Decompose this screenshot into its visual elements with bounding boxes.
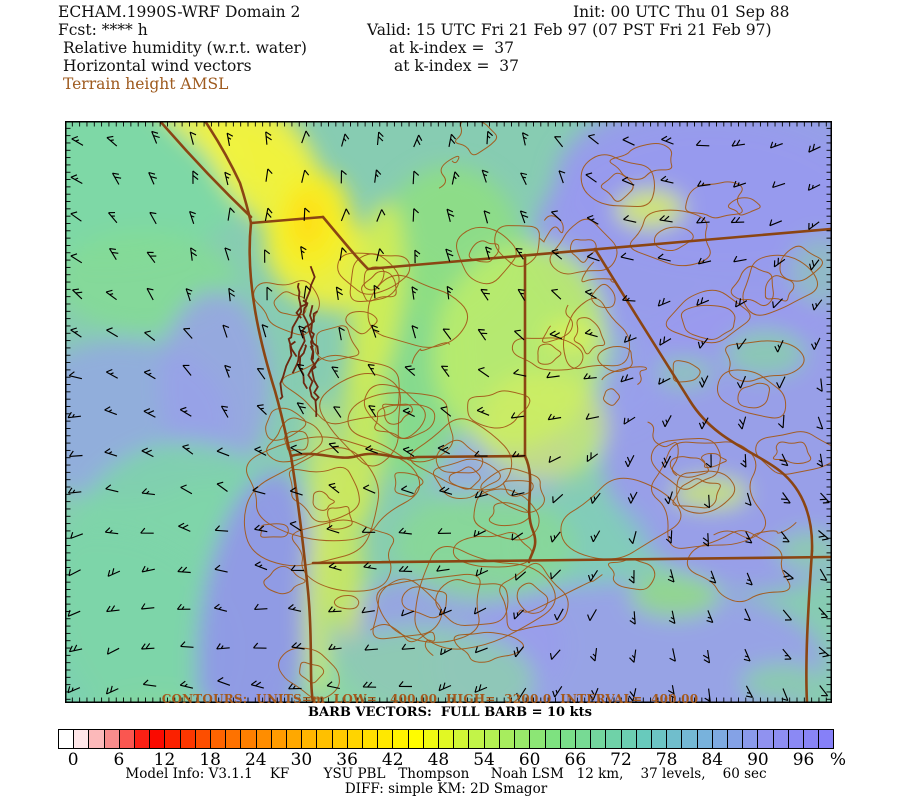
field-rh-level: at k-index = 37 — [389, 39, 515, 57]
colorbar-cell — [423, 730, 440, 748]
colorbar-cell — [59, 730, 75, 748]
field-wind-level: at k-index = 37 — [394, 57, 520, 75]
colorbar-cell — [651, 730, 668, 748]
colorbar-cell — [165, 730, 181, 748]
colorbar — [58, 729, 834, 749]
colorbar-tick-label: 54 — [473, 750, 495, 770]
colorbar-tick-label: 30 — [290, 750, 313, 770]
colorbar-cell — [530, 730, 546, 748]
colorbar-cell — [150, 730, 166, 748]
colorbar-cell — [819, 730, 834, 748]
colorbar-cell — [104, 730, 120, 748]
colorbar-cell — [271, 730, 288, 748]
colorbar-cell — [241, 730, 257, 748]
colorbar-tick-label: 0 — [67, 750, 79, 770]
colorbar-cell — [469, 730, 485, 748]
field-rh-label: Relative humidity (w.r.t. water) — [63, 39, 307, 57]
colorbar-cell — [363, 730, 379, 748]
colorbar-tick-label: 96 — [792, 750, 815, 770]
colorbar-tick-label: 18 — [199, 750, 221, 770]
colorbar-cell — [743, 730, 759, 748]
colorbar-cell — [667, 730, 683, 748]
colorbar-cell — [408, 730, 424, 748]
init-time-label: Init: 00 UTC Thu 01 Sep 88 — [573, 3, 790, 21]
valid-time-label: Valid: 15 UTC Fri 21 Feb 97 (07 PST Fri … — [367, 21, 772, 39]
colorbar-cell — [499, 730, 516, 748]
colorbar-cell — [89, 730, 105, 748]
colorbar-cell — [226, 730, 242, 748]
colorbar-tick-label: 84 — [701, 750, 724, 770]
colorbar-cell — [803, 730, 820, 748]
colorbar-tick-label: 42 — [381, 750, 404, 770]
colorbar-cell — [439, 730, 455, 748]
colorbar-cell — [317, 730, 333, 748]
colorbar-unit-label: % — [829, 750, 847, 770]
colorbar-cell — [302, 730, 318, 748]
colorbar-tick-label: 48 — [427, 750, 450, 770]
colorbar-cell — [256, 730, 272, 748]
colorbar-cell — [74, 730, 90, 748]
colorbar-cell — [773, 730, 789, 748]
model-info-line: Model Info: V3.1.1 KF YSU PBL Thompson N… — [125, 766, 767, 782]
colorbar-cell — [758, 730, 774, 748]
colorbar-tick-label: 78 — [655, 750, 678, 770]
colorbar-tick-label: 60 — [518, 750, 541, 770]
colorbar-cell — [575, 730, 592, 748]
colorbar-cell — [454, 730, 470, 748]
colorbar-tick-label: 24 — [244, 750, 267, 770]
colorbar-cell — [287, 730, 303, 748]
colorbar-tick-label: 6 — [113, 750, 125, 770]
colorbar-cell — [697, 730, 713, 748]
colorbar-cell — [636, 730, 652, 748]
colorbar-cell — [727, 730, 744, 748]
colorbar-cell — [545, 730, 561, 748]
colorbar-cell — [347, 730, 364, 748]
diffusion-line: DIFF: simple KM: 2D Smagor — [344, 781, 548, 797]
colorbar-cell — [484, 730, 500, 748]
barb-legend-label: BARB VECTORS: FULL BARB = 10 kts — [308, 705, 592, 720]
colorbar-cell — [119, 730, 136, 748]
colorbar-tick-label: 72 — [610, 750, 632, 770]
field-wind-label: Horizontal wind vectors — [63, 57, 252, 75]
contour-info-label: CONTOURS: UNITS=m LOW= 400.00 HIGH= 3200… — [161, 691, 699, 706]
colorbar-tick-label: 36 — [336, 750, 358, 770]
plot-title: ECHAM.1990S-WRF Domain 2 — [58, 3, 301, 21]
colorbar-cell — [606, 730, 622, 748]
colorbar-cell — [135, 730, 151, 748]
colorbar-cell — [560, 730, 576, 748]
field-terrain-label: Terrain height AMSL — [63, 75, 229, 93]
colorbar-cell — [332, 730, 348, 748]
colorbar-cell — [195, 730, 212, 748]
forecast-hour-label: Fcst: **** h — [58, 21, 148, 39]
colorbar-tick-label: 90 — [747, 750, 769, 770]
colorbar-cell — [180, 730, 196, 748]
colorbar-cell — [378, 730, 394, 748]
colorbar-cell — [788, 730, 804, 748]
colorbar-cell — [621, 730, 637, 748]
map-plot — [65, 121, 832, 703]
colorbar-cell — [712, 730, 728, 748]
colorbar-cell — [515, 730, 531, 748]
colorbar-cell — [393, 730, 409, 748]
colorbar-cell — [682, 730, 698, 748]
colorbar-tick-label: 66 — [564, 750, 587, 770]
colorbar-tick-label: 12 — [153, 750, 176, 770]
colorbar-cell — [211, 730, 227, 748]
colorbar-cell — [591, 730, 607, 748]
